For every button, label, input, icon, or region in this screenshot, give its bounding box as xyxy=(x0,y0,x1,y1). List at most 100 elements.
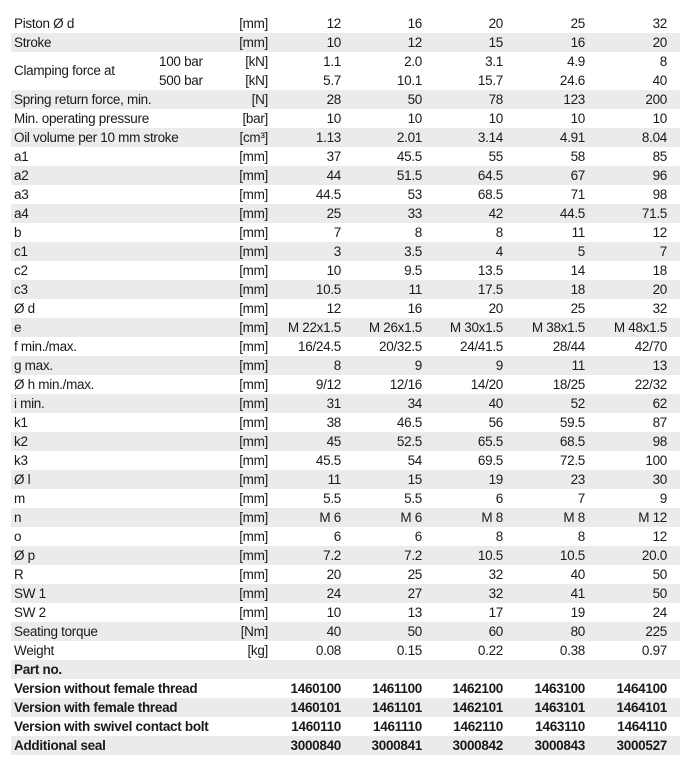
value-cell: 25 xyxy=(570,301,586,316)
value-cell: 56 xyxy=(488,415,504,430)
value-cell: 9 xyxy=(659,491,668,506)
value-cell: 123 xyxy=(563,92,585,107)
value-cell: 11 xyxy=(571,225,586,240)
unit: [mm] xyxy=(239,396,268,411)
row-label: a3 xyxy=(14,187,29,202)
value-cell: 8 xyxy=(577,529,586,544)
row-label: Ø p xyxy=(14,548,35,563)
value-cell: M 8 xyxy=(481,510,503,525)
value-cell: 6 xyxy=(495,491,504,506)
value-cell: 98 xyxy=(652,187,668,202)
value-cell: 12/16 xyxy=(389,377,423,392)
value-cell: 9.5 xyxy=(404,263,422,278)
value-cell: 10 xyxy=(570,111,586,126)
value-cell: 2.01 xyxy=(396,130,422,145)
value-cell: 10 xyxy=(326,35,342,50)
value-cell: 45.5 xyxy=(315,453,341,468)
row-label: Piston Ø d xyxy=(14,16,75,31)
value-cell: 44.5 xyxy=(315,187,341,202)
value-cell: 4 xyxy=(495,244,504,259)
row-label: SW 1 xyxy=(14,586,46,601)
value-cell: 40 xyxy=(488,396,504,411)
table-row: Ø p [mm] 7.2 7.2 10.5 10.5 20.0 xyxy=(11,546,680,565)
value-cell: 8.04 xyxy=(641,130,667,145)
value-cell: 32 xyxy=(652,16,668,31)
value-cell: 2.0 xyxy=(404,54,422,69)
unit: [mm] xyxy=(239,491,268,506)
value-cell: 11 xyxy=(408,282,423,297)
row-label: Min. operating pressure xyxy=(14,111,149,126)
value-cell: M 6 xyxy=(319,510,341,525)
unit: [mm] xyxy=(239,168,268,183)
value-cell: 50 xyxy=(652,567,668,582)
value-cell: 19 xyxy=(570,605,586,620)
row-label: Version without female thread xyxy=(14,681,198,696)
value-cell: 34 xyxy=(407,396,423,411)
value-cell: 12 xyxy=(652,225,668,240)
value-cell: M 48x1.5 xyxy=(613,320,667,335)
value-cell: 46.5 xyxy=(396,415,422,430)
value-cell: 40 xyxy=(570,567,586,582)
value-cell: M 8 xyxy=(563,510,585,525)
row-label: a1 xyxy=(14,149,29,164)
value-cell: 1460101 xyxy=(290,700,342,715)
table-row: o [mm] 6 6 8 8 12 xyxy=(11,527,680,546)
row-label: k1 xyxy=(14,415,28,430)
table-row: e [mm] M 22x1.5 M 26x1.5 M 30x1.5 M 38x1.5 M 4… xyxy=(11,318,680,337)
value-cell: M 22x1.5 xyxy=(287,320,341,335)
value-cell: 3.5 xyxy=(404,244,422,259)
value-cell: 30 xyxy=(652,472,668,487)
value-cell: 44 xyxy=(326,168,342,183)
table-row: Part no. xyxy=(11,660,680,679)
table-row: f min./max. [mm] 16/24.5 20/32.5 24/41.5 28/4… xyxy=(11,337,680,356)
table-row: Seating torque [Nm] 40 50 60 80 225 xyxy=(11,622,680,641)
value-cell: 7.2 xyxy=(404,548,422,563)
row-label: c3 xyxy=(14,282,28,297)
table-row: a4 [mm] 25 33 42 44.5 71.5 xyxy=(11,204,680,223)
value-cell: 19 xyxy=(488,472,504,487)
value-cell: 6 xyxy=(333,529,342,544)
value-cell: 18 xyxy=(570,282,586,297)
table-row: a3 [mm] 44.5 53 68.5 71 98 xyxy=(11,185,680,204)
value-cell: 1464110 xyxy=(617,719,667,734)
unit: [mm] xyxy=(239,244,268,259)
table-row: Clamping force at 100 bar [kN] 1.1 2.0 3.1 4.9… xyxy=(11,52,680,90)
value-cell: 17.5 xyxy=(477,282,503,297)
value-cell: 51.5 xyxy=(396,168,422,183)
value-cell: 10 xyxy=(326,263,342,278)
table-row: Piston Ø d [mm] 12 16 20 25 32 xyxy=(11,14,680,33)
value-cell: 5 xyxy=(577,244,586,259)
value-cell: 20.0 xyxy=(641,548,667,563)
value-cell: 1461110 xyxy=(373,719,422,734)
row-label: n xyxy=(14,510,22,525)
value-cell: 27 xyxy=(407,586,423,601)
value-cell: 13.5 xyxy=(477,263,503,278)
table-row: SW 1 [mm] 24 27 32 41 50 xyxy=(11,584,680,603)
unit: [mm] xyxy=(239,263,268,278)
unit: [mm] xyxy=(239,35,268,50)
value-cell: 12 xyxy=(652,529,668,544)
value-cell: 22/32 xyxy=(634,377,668,392)
value-cell: 33 xyxy=(407,206,423,221)
unit: [kN] xyxy=(245,54,268,69)
unit: [mm] xyxy=(239,472,268,487)
row-label: Ø l xyxy=(14,472,31,487)
table-row: a2 [mm] 44 51.5 64.5 67 96 xyxy=(11,166,680,185)
value-cell: 52.5 xyxy=(396,434,422,449)
value-cell: 5.5 xyxy=(323,491,341,506)
value-cell: 32 xyxy=(488,567,504,582)
value-cell: 15 xyxy=(407,472,423,487)
unit: [mm] xyxy=(239,149,268,164)
value-cell: 78 xyxy=(488,92,504,107)
value-cell: 5.7 xyxy=(323,73,341,88)
value-cell: 41 xyxy=(570,586,586,601)
value-cell: 59.5 xyxy=(559,415,585,430)
value-cell: 24.6 xyxy=(559,73,585,88)
row-label: SW 2 xyxy=(14,605,46,620)
table-row: Ø d [mm] 12 16 20 25 32 xyxy=(11,299,680,318)
value-cell: 28/44 xyxy=(552,339,586,354)
row-label: Version with female thread xyxy=(14,700,178,715)
unit: [kg] xyxy=(247,643,268,658)
value-cell: 8 xyxy=(333,358,342,373)
value-cell: 7.2 xyxy=(323,548,341,563)
